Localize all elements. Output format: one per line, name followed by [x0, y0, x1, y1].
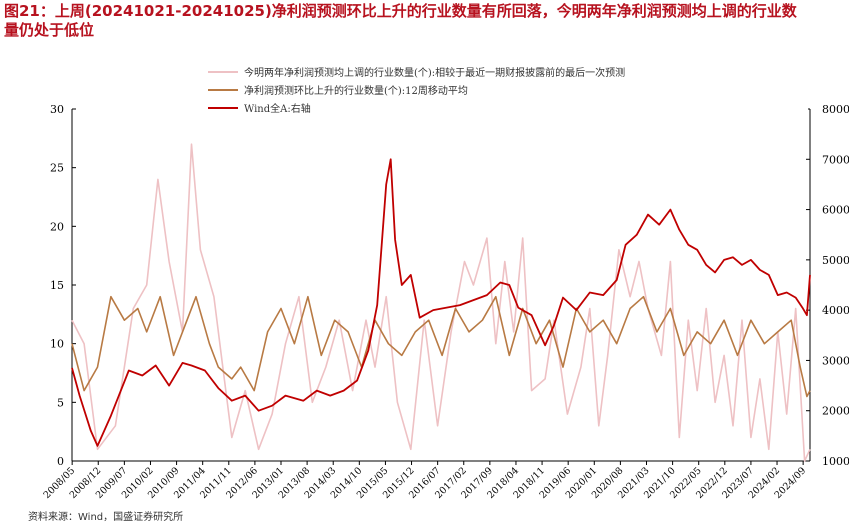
left-tick-label: 5 — [57, 396, 64, 409]
chart-title-line2: 量仍处于低位 — [4, 21, 95, 39]
right-tick-label: 3000 — [822, 354, 849, 367]
legend-label: 净利润预测环比上升的行业数量(个):12周移动平均 — [244, 84, 468, 97]
left-tick-label: 25 — [50, 162, 64, 175]
left-tick-label: 15 — [50, 279, 64, 292]
chart-title: 图21：上周(20241021-20241025)净利润预测环比上升的行业数量有… — [4, 2, 847, 40]
right-tick-label: 4000 — [822, 304, 849, 317]
right-axis: 1000 2000 3000 4000 5000 6000 7000 8000 — [806, 103, 849, 468]
legend-label: 今明两年净利润预测均上调的行业数量(个):相较于最近一期财报披露前的最后一次预测 — [244, 66, 625, 79]
left-tick-label: 10 — [50, 338, 64, 351]
series-layer — [71, 143, 811, 462]
chart-title-line1: 图21：上周(20241021-20241025)净利润预测环比上升的行业数量有… — [4, 2, 797, 20]
left-tick-label: 0 — [57, 455, 64, 468]
right-tick-label: 8000 — [822, 103, 849, 116]
right-tick-label: 7000 — [822, 153, 849, 166]
left-tick-label: 30 — [50, 103, 64, 116]
left-axis: 0 5 10 15 20 25 30 — [50, 103, 76, 468]
right-tick-label: 1000 — [822, 455, 849, 468]
series-line-upgrade-both-years — [71, 143, 811, 462]
series-line-12w-moving-average — [71, 295, 811, 398]
plot-frame — [71, 109, 811, 462]
legend-box — [203, 60, 808, 122]
right-tick-label: 2000 — [822, 405, 849, 418]
left-tick-label: 20 — [50, 220, 64, 233]
legend-label: Wind全A:右轴 — [244, 102, 311, 115]
source-note: 资料来源：Wind，国盛证券研究所 — [28, 512, 184, 523]
x-axis: 2008/052008/122009/072010/022010/092011/… — [42, 461, 808, 501]
right-tick-label: 5000 — [822, 254, 849, 267]
legend: 今明两年净利润预测均上调的行业数量(个):相较于最近一期财报披露前的最后一次预测… — [203, 60, 808, 122]
right-tick-label: 6000 — [822, 204, 849, 217]
series-line-wind-all-a — [71, 158, 811, 447]
